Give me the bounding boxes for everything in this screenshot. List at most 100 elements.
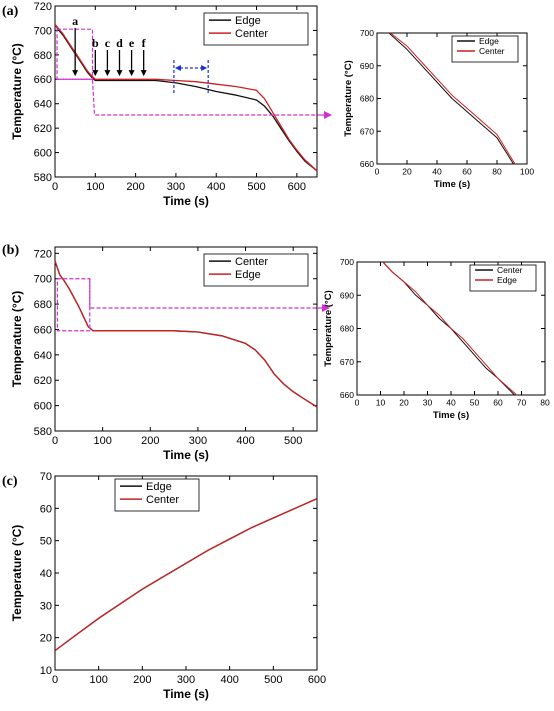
series-line-center <box>54 498 318 652</box>
zoom-leader-line <box>57 78 318 116</box>
y-tick-label: 20 <box>40 633 52 645</box>
y-tick-label: 600 <box>34 148 52 160</box>
legend-label: Center <box>235 256 268 268</box>
stage-arrow-head-e <box>128 70 135 77</box>
y-tick-label: 720 <box>34 1 52 13</box>
legend-box <box>203 12 309 46</box>
y-tick-label: 580 <box>34 426 52 438</box>
x-tick-label: 400 <box>236 435 254 447</box>
x-axis-title: Time (s) <box>433 410 469 421</box>
x-tick-label: 200 <box>126 181 144 193</box>
y-tick-label: 680 <box>340 324 354 334</box>
stage-arrow-head-b <box>92 70 99 77</box>
x-tick-label: 300 <box>167 181 185 193</box>
zoom-highlight-box <box>56 278 91 332</box>
y-tick-label: 660 <box>360 159 374 169</box>
x-tick-label: 0 <box>52 435 58 447</box>
y-tick-label: 660 <box>34 74 52 86</box>
y-tick-label: 690 <box>340 290 354 300</box>
x-tick-label: 500 <box>247 181 265 193</box>
stage-arrow-head-f <box>140 70 147 77</box>
x-tick-label: 80 <box>540 398 550 408</box>
y-tick-label: 700 <box>34 25 52 37</box>
zoom-arrow-head <box>324 111 332 119</box>
y-tick-label: 10 <box>40 665 52 677</box>
x-tick-label: 10 <box>376 398 386 408</box>
y-tick-label: 70 <box>40 471 52 483</box>
y-tick-label: 580 <box>34 172 52 184</box>
y-tick-label: 620 <box>34 375 52 387</box>
legend-label: Edge <box>497 275 517 285</box>
y-tick-label: 670 <box>340 357 354 367</box>
interval-marker-arrow-right <box>201 65 208 71</box>
x-axis-title: Time (s) <box>163 687 209 701</box>
series-line-edge <box>382 261 518 396</box>
y-axis-title: Temperature (°C) <box>10 43 24 140</box>
a-inset-chart: 0 20 40 60 80 100 660 670 680 690 700 Time (s) Tempe… <box>343 28 534 190</box>
y-axis-title: Temperature (°C) <box>323 290 334 366</box>
series-line-edge <box>54 23 318 172</box>
x-tick-label: 200 <box>133 674 151 686</box>
x-tick-label: 500 <box>284 435 302 447</box>
legend-label: Center <box>497 265 523 275</box>
y-tick-label: 620 <box>34 123 52 135</box>
x-tick-label: 0 <box>355 398 360 408</box>
y-tick-label: 660 <box>340 390 354 400</box>
series-line-center <box>54 23 318 172</box>
x-tick-label: 30 <box>423 398 433 408</box>
y-tick-label: 700 <box>34 274 52 286</box>
y-tick-label: 600 <box>34 401 52 413</box>
series-line-edge <box>388 32 514 165</box>
y-tick-label: 690 <box>360 61 374 71</box>
zoom-highlight-box <box>56 28 94 80</box>
x-tick-label: 80 <box>492 167 502 177</box>
y-tick-label: 640 <box>34 350 52 362</box>
x-tick-label: 40 <box>432 167 442 177</box>
x-tick-label: 20 <box>402 167 412 177</box>
y-tick-label: 680 <box>34 299 52 311</box>
y-tick-label: 700 <box>340 257 354 267</box>
x-tick-label: 0 <box>52 674 58 686</box>
legend-label: Center <box>235 28 268 40</box>
stage-arrow-label-c: c <box>105 36 111 50</box>
plot-frame <box>54 5 318 178</box>
zoom-leader-line <box>89 278 318 309</box>
x-tick-label: 100 <box>89 674 107 686</box>
y-tick-label: 30 <box>40 600 52 612</box>
stage-arrow-head-d <box>116 70 123 77</box>
y-tick-label: 60 <box>40 503 52 515</box>
x-tick-label: 100 <box>86 181 104 193</box>
y-tick-label: 680 <box>360 94 374 104</box>
zoom-arrow-head <box>322 304 330 312</box>
b-inset-chart: 0 10 20 30 40 50 60 70 80 660 670 680 690 700 Time (s)… <box>323 257 550 421</box>
y-tick-label: 40 <box>40 568 52 580</box>
y-axis-title: Temperature (°C) <box>343 60 354 136</box>
y-tick-label: 680 <box>34 50 52 62</box>
a-main-chart: 0 100 200 300 400 500 600 580 600 620 640 660 680 700… <box>2 1 318 208</box>
x-tick-label: 400 <box>207 181 225 193</box>
x-tick-label: 50 <box>470 398 480 408</box>
b-main-chart: 0 100 200 300 400 500 580 600 620 640 660 680 700 720… <box>2 243 318 462</box>
y-tick-label: 660 <box>34 324 52 336</box>
x-tick-label: 600 <box>308 674 326 686</box>
legend-label: Edge <box>235 15 261 27</box>
y-axis-title: Temperature (°C) <box>10 525 24 622</box>
legend-label: Center <box>479 46 505 56</box>
legend-label: Center <box>146 494 179 506</box>
x-tick-label: 70 <box>517 398 527 408</box>
panel-label: (b) <box>2 243 19 258</box>
stage-arrow-head-c <box>104 70 111 77</box>
x-tick-label: 400 <box>220 674 238 686</box>
legend-label: Edge <box>479 36 499 46</box>
series-line-edge <box>54 498 318 652</box>
x-tick-label: 300 <box>189 435 207 447</box>
stage-arrow-label-f: f <box>142 36 147 50</box>
x-tick-label: 20 <box>399 398 409 408</box>
